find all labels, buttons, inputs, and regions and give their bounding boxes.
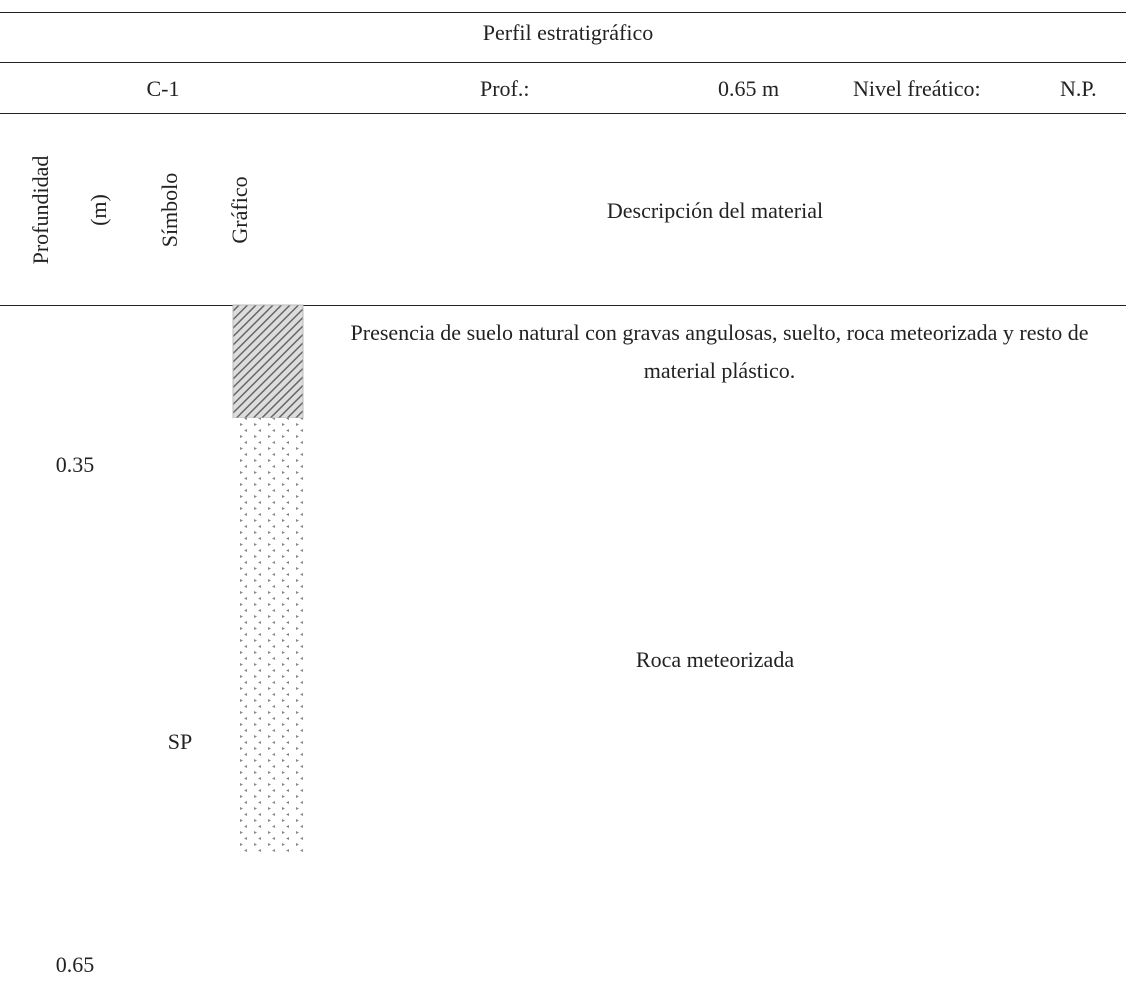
title: Perfil estratigráfico: [482, 20, 654, 45]
water-value: N.P.: [1060, 76, 1097, 101]
depth-label: Prof.:: [480, 76, 530, 101]
layer-description: Roca meteorizada: [635, 647, 795, 672]
rule: [0, 305, 1126, 306]
rule: [0, 113, 1126, 114]
layer-gravel: [233, 418, 303, 852]
rule: [0, 62, 1126, 63]
depth-value: 0.65 m: [718, 76, 780, 101]
boring-id: C-1: [146, 76, 180, 101]
layer-hatch: [232, 304, 304, 419]
description-header: Descripción del material: [606, 198, 824, 223]
layer-description: Presencia de suelo natural con gravas an…: [350, 320, 1089, 383]
rule: [0, 12, 1126, 13]
water-label: Nivel freático:: [853, 76, 981, 101]
layer-depth: 0.35: [55, 452, 95, 477]
layer-depth: 0.65: [55, 952, 95, 977]
layer-symbol: SP: [167, 729, 193, 754]
